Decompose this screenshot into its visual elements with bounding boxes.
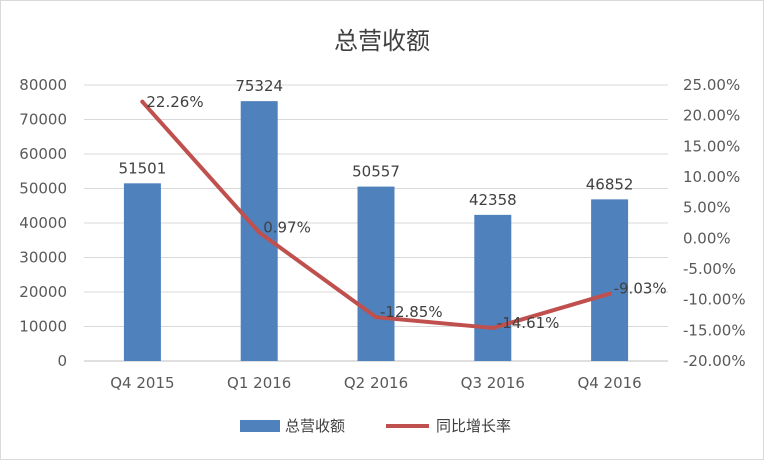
y-right-tick-label: -5.00% [683,260,736,278]
growth-rate-label: 0.97% [263,218,311,236]
growth-rate-label: -9.03% [614,280,667,298]
revenue-bar-label: 51501 [119,159,167,177]
legend-item-growth: 同比增长率 [386,417,511,435]
y-left-tick-label: 30000 [19,249,67,267]
x-tick-label: Q1 2016 [227,374,291,392]
growth-rate-point [374,315,378,320]
y-left-tick-label: 70000 [19,111,67,129]
legend-swatch-revenue [240,420,280,432]
y-right-tick-label: 0.00% [683,229,731,247]
data-labels: 51501 75324 50557 42358 46852 22.26% 0.97% -12.… [119,77,667,332]
revenue-bar-label: 75324 [235,77,283,95]
revenue-bar-label: 46852 [586,175,634,193]
chart-title: 总营收额 [334,27,430,55]
legend-label-growth: 同比增长率 [436,417,511,435]
legend-item-revenue: 总营收额 [240,417,345,435]
y-right-tick-label: 20.00% [683,107,740,125]
y-right-tick-label: 25.00% [683,76,740,94]
x-tick-label: Q4 2015 [110,374,174,392]
revenue-bar [357,186,395,361]
growth-rate-label: 22.26% [146,93,203,111]
y-left-tick-label: 0 [57,352,67,370]
y-left-tick-label: 60000 [19,145,67,163]
x-tick-label: Q2 2016 [344,374,408,392]
y-left-tick-label: 20000 [19,283,67,301]
x-tick-label: Q4 2016 [577,374,641,392]
legend: 总营收额 同比增长率 [240,417,511,435]
legend-label-revenue: 总营收额 [285,417,345,435]
growth-rate-point [607,291,612,296]
revenue-bar-label: 42358 [469,191,517,209]
y-left-tick-label: 40000 [19,214,67,232]
growth-rate-label: -14.61% [497,314,560,332]
growth-rate-point [490,325,495,330]
y-left-tick-label: 80000 [19,76,67,94]
growth-line [140,99,612,330]
x-tick-label: Q3 2016 [461,374,525,392]
y-right-tick-label: -10.00% [683,291,746,309]
y-left-tick-label: 10000 [19,318,67,336]
revenue-bar-label: 50557 [352,163,400,181]
growth-rate-point [140,99,145,104]
revenue-bar [591,199,629,361]
revenue-bar [474,214,512,361]
axes: 0 10000 20000 30000 40000 50000 60000 70000 8000… [19,76,745,392]
y-right-tick-label: -15.00% [683,321,746,339]
growth-rate-point [257,230,262,235]
y-right-tick-label: -20.00% [683,352,746,370]
y-right-tick-label: 5.00% [683,199,731,217]
growth-rate-label: -12.85% [380,303,443,321]
y-right-tick-label: 15.00% [683,137,740,155]
revenue-bar [123,183,161,361]
y-right-tick-label: 10.00% [683,168,740,186]
y-left-tick-label: 50000 [19,180,67,198]
